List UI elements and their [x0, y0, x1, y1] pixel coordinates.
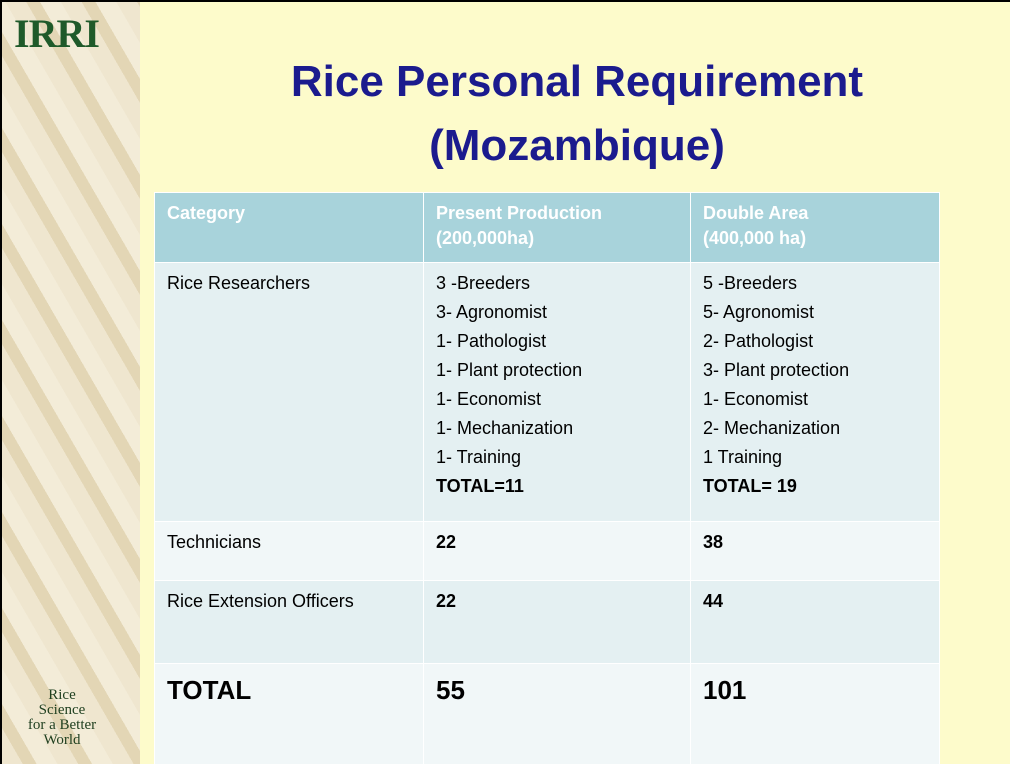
cell-line: Rice Researchers [167, 273, 311, 293]
cell-line: 5 -Breeders [703, 273, 798, 293]
header-cell: Double Area (400,000 ha) [690, 192, 940, 263]
table-cell: 22 [423, 580, 691, 664]
cell-line: 38 [703, 532, 724, 552]
table-cell: Rice Extension Officers [154, 580, 424, 664]
header-line: Present Production [436, 203, 603, 223]
header-cell: Category [154, 192, 424, 263]
sidebar: IRRI Rice Science for a Better World [2, 2, 140, 764]
table-cell: Technicians [154, 521, 424, 581]
header-cell: Present Production (200,000ha) [423, 192, 691, 263]
cell-line: 101 [703, 675, 747, 705]
tagline-line: Rice [48, 687, 76, 703]
cell-line: Rice Extension Officers [167, 591, 354, 611]
table-row: TOTAL 55 101 [154, 663, 940, 764]
cell-line: 1- Training [436, 447, 522, 467]
tagline: Rice Science for a Better World [2, 688, 122, 748]
header-line: (200,000ha) [436, 228, 535, 248]
tagline-line: for a Better [27, 717, 97, 733]
cell-line: 3- Agronomist [436, 302, 548, 322]
cell-line: TOTAL= 19 [703, 476, 797, 496]
cell-line: 1- Economist [436, 389, 542, 409]
cell-line: TOTAL [167, 675, 252, 705]
table-cell: Rice Researchers [154, 262, 424, 522]
title: Rice Personal Requirement (Mozambique) [142, 50, 1010, 178]
cell-line: 1- Mechanization [436, 418, 574, 438]
cell-line: 22 [436, 591, 457, 611]
table-row: Rice Researchers 3 -Breeders 3- Agronomist… [154, 262, 940, 522]
header-row: Category Present Production (200,000ha) Dou… [154, 192, 940, 263]
table: Category Present Production (200,000ha) Dou… [154, 192, 940, 764]
table-cell: 38 [690, 521, 940, 581]
cell-line: TOTAL=11 [436, 476, 524, 496]
cell-line: 3 -Breeders [436, 273, 531, 293]
logo: IRRI [14, 11, 100, 56]
table-cell: 55 [423, 663, 691, 764]
cell-line: 1- Pathologist [436, 331, 547, 351]
cell-line: 1 Training [703, 447, 783, 467]
header-line: Double Area [703, 203, 809, 223]
title-line: Rice Personal Requirement [290, 57, 864, 106]
cell-line: 3- Plant protection [703, 360, 850, 380]
cell-line: Technicians [167, 532, 262, 552]
cell-line: 2- Pathologist [703, 331, 814, 351]
table-cell: TOTAL [154, 663, 424, 764]
header-line: Category [167, 203, 246, 223]
cell-line: 44 [703, 591, 724, 611]
tagline-line: World [43, 732, 81, 748]
table-cell: 3 -Breeders 3- Agronomist 1- Pathologist 1-… [423, 262, 691, 522]
cell-line: 1- Economist [703, 389, 809, 409]
header-line: (400,000 ha) [703, 228, 807, 248]
table-row: Rice Extension Officers 22 44 [154, 580, 940, 664]
table-cell: 5 -Breeders 5- Agronomist 2- Pathologist 3-… [690, 262, 940, 522]
cell-line: 1- Plant protection [436, 360, 583, 380]
table-cell: 101 [690, 663, 940, 764]
cell-line: 5- Agronomist [703, 302, 815, 322]
cell-line: 55 [436, 675, 465, 705]
cell-line: 2- Mechanization [703, 418, 841, 438]
title-line: (Mozambique) [429, 121, 725, 170]
tagline-line: Science [38, 702, 86, 718]
table-cell: 22 [423, 521, 691, 581]
cell-line: 22 [436, 532, 457, 552]
table-cell: 44 [690, 580, 940, 664]
table-row: Technicians 22 38 [154, 521, 940, 581]
